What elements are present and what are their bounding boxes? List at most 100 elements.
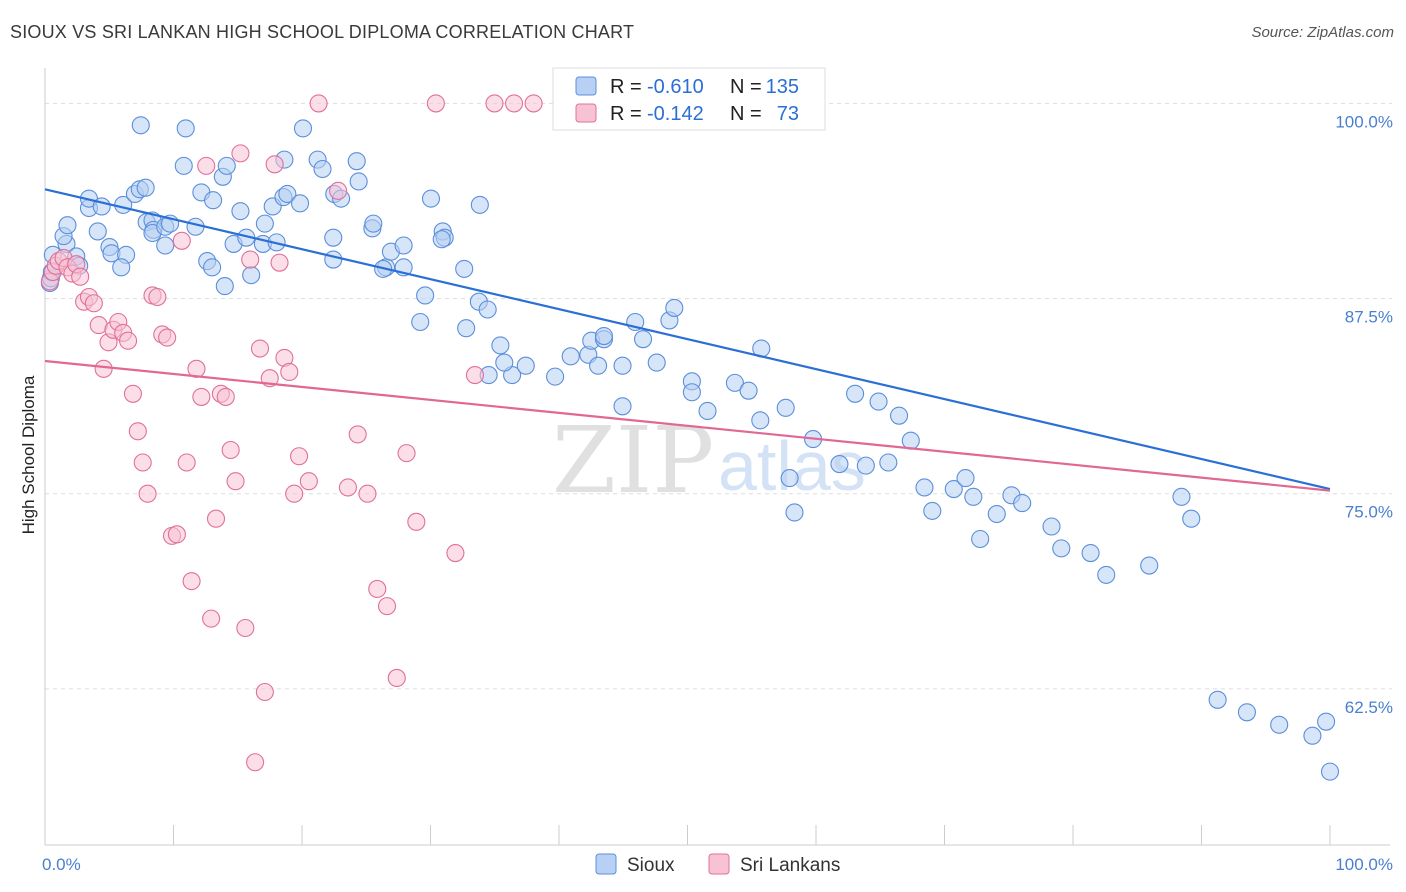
sioux-point [324, 228, 343, 247]
sioux-point [421, 189, 441, 208]
sioux-point [1013, 494, 1032, 513]
sioux-point [495, 353, 514, 372]
srilankan-points [40, 94, 739, 772]
sioux-point [411, 312, 430, 332]
sioux-point [215, 277, 234, 296]
sioux-point [242, 266, 261, 285]
srilankan-point [270, 253, 289, 272]
srilankan-point [377, 597, 397, 616]
x-ticks [44, 825, 1331, 845]
sioux-point [217, 156, 236, 175]
sioux-point [1081, 544, 1100, 563]
sioux-point [561, 347, 580, 366]
srilankan-point [446, 544, 465, 563]
srilankan-point [465, 366, 485, 385]
sioux-point [293, 119, 313, 138]
y-tick-label: 75.0% [1345, 503, 1393, 522]
bottom-legend-swatch-srilankan [708, 853, 730, 875]
srilankan-point [123, 384, 142, 403]
srilankan-point [167, 525, 186, 544]
sioux-point [901, 431, 920, 450]
sioux-point [785, 503, 804, 522]
y-axis-title: High School Diploma [19, 375, 38, 534]
sioux-point [956, 469, 975, 488]
sioux-point [594, 326, 614, 346]
srilankan-point [348, 425, 367, 444]
sioux-point [879, 453, 898, 472]
srilankan-point [177, 453, 196, 472]
sioux-point [457, 319, 476, 338]
y-tick-label: 62.5% [1345, 698, 1393, 717]
srilankan-point [172, 231, 191, 250]
srilankan-point [524, 94, 543, 113]
sioux-point [780, 469, 799, 488]
sioux-point [698, 401, 717, 421]
sioux-point [1042, 517, 1061, 536]
legend-n-value-sioux: 135 [766, 76, 799, 98]
srilankan-point [368, 579, 387, 599]
sioux-point [1317, 712, 1336, 731]
sioux-point [58, 216, 77, 235]
watermark: ZIP atlas [552, 407, 866, 514]
sioux-point [176, 119, 195, 138]
source-label: Source: ZipAtlas.com [1251, 24, 1394, 41]
sioux-point [739, 381, 758, 400]
sioux-point [255, 214, 274, 233]
legend-swatch-sioux [575, 76, 597, 96]
srilankan-point [255, 682, 274, 702]
sioux-point [313, 159, 332, 179]
sioux-point [944, 479, 963, 499]
sioux-point [987, 504, 1006, 524]
y-tick-label: 87.5% [1345, 308, 1393, 327]
sioux-point [88, 222, 107, 241]
x-tick-label-min: 0.0% [42, 855, 81, 874]
sioux-point [869, 392, 888, 411]
sioux-point [112, 258, 131, 277]
sioux-point [613, 397, 632, 416]
sioux-point [856, 456, 875, 475]
sioux-point [923, 501, 942, 520]
legend-n-value-srilankan: 73 [777, 103, 799, 125]
legend-r-value-sioux: -0.610 [647, 76, 704, 98]
srilankan-point [221, 440, 240, 460]
srilankan-point [138, 484, 157, 503]
watermark-zip: ZIP [552, 407, 714, 514]
srilankan-point [309, 94, 328, 113]
x-tick-label-max: 100.0% [1335, 855, 1393, 874]
stats-legend: R = -0.610 N = 135 R = -0.142 N = 73 [552, 67, 826, 131]
sioux-point [682, 383, 701, 402]
sioux-point [278, 184, 297, 204]
series-legend: Sioux Sri Lankans [595, 853, 840, 876]
srilankan-point [206, 509, 226, 528]
chart-title: SIOUX VS SRI LANKAN HIGH SCHOOL DIPLOMA … [10, 22, 635, 42]
srilankan-point [192, 387, 211, 406]
sioux-point [478, 300, 497, 319]
sioux-point [1303, 726, 1322, 745]
sioux-point [830, 455, 849, 474]
sioux-point [725, 373, 744, 392]
sioux-point [324, 250, 343, 269]
sioux-point [231, 202, 250, 221]
sioux-point [516, 356, 535, 375]
legend-n-label-sioux: N = [730, 76, 762, 98]
sioux-point [589, 356, 608, 375]
sioux-point [915, 478, 934, 497]
sioux-point [349, 172, 368, 191]
srilankan-point [84, 294, 103, 313]
srilankan-point [290, 447, 309, 466]
sioux-point [1208, 690, 1227, 709]
srilankan-point [299, 472, 318, 491]
sioux-point [613, 356, 632, 375]
srilankan-point [280, 362, 299, 381]
legend-r-label-srilankan: R = [610, 103, 642, 125]
srilankan-point [241, 250, 260, 269]
sioux-point [1097, 565, 1116, 584]
sioux-point [394, 236, 413, 255]
sioux-point [131, 116, 150, 135]
sioux-point [971, 529, 990, 549]
sioux-point [890, 406, 909, 425]
srilankan-point [158, 328, 177, 347]
srilankan-point [285, 484, 304, 503]
sioux-point [647, 353, 666, 372]
